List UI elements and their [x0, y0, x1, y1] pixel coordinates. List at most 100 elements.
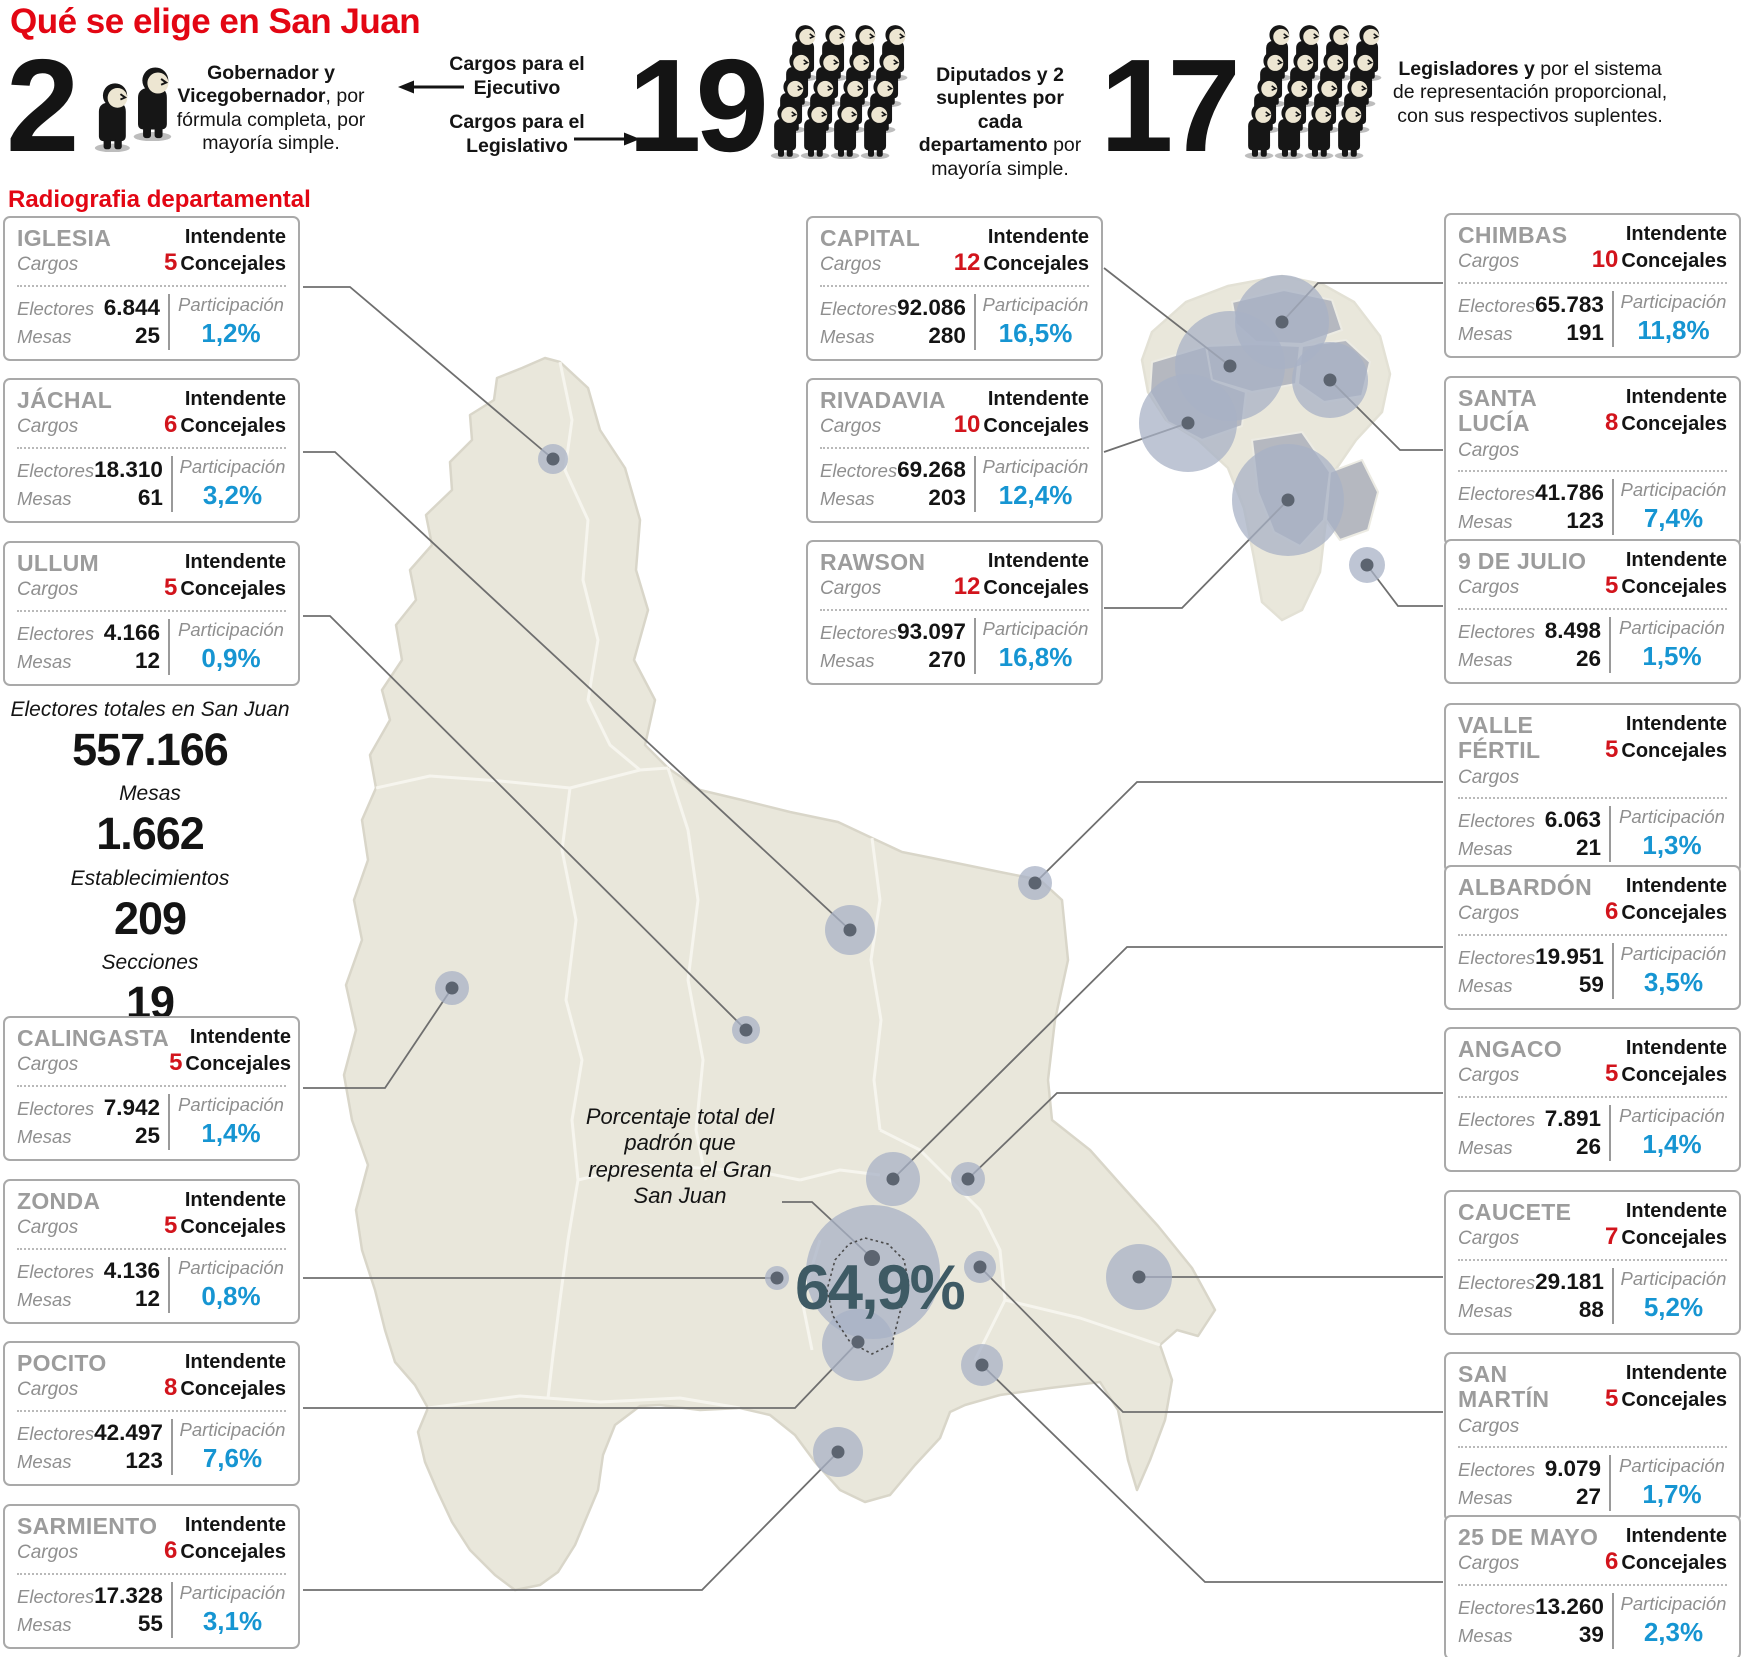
- participacion-value: 0,8%: [201, 1280, 261, 1311]
- cargos-label: Cargos: [820, 416, 882, 438]
- establecimientos-value: 209: [113, 892, 187, 944]
- mesas-label: Mesas: [17, 1125, 72, 1147]
- mesas-value: 27: [1575, 1483, 1601, 1509]
- gran-san-juan-note: Porcentaje total del padrón que represen…: [585, 1104, 775, 1209]
- cargos-label: Cargos: [1458, 1228, 1520, 1250]
- mesas-value: 26: [1575, 1133, 1601, 1159]
- department-card: CAPITAL Cargos Intendente 12 Concejales E…: [806, 216, 1103, 361]
- department-name: 25 DE MAYO: [1458, 1524, 1599, 1550]
- department-name: ANGACO: [1458, 1036, 1563, 1062]
- intendente-label: Intendente: [987, 226, 1089, 248]
- department-card: IGLESIA Cargos Intendente 5 Concejales El…: [3, 216, 300, 361]
- count-legisladores: 17: [1100, 32, 1241, 179]
- mesas-label: Mesas: [1458, 1299, 1513, 1321]
- electores-value: 17.328: [94, 1582, 163, 1608]
- concejales-label: Concejales: [983, 577, 1089, 599]
- electores-value: 6.063: [1544, 806, 1601, 832]
- participacion-label: Participación: [1620, 1267, 1727, 1289]
- concejales-count: 6: [164, 1537, 178, 1564]
- concejales-label: Concejales: [180, 1216, 286, 1238]
- legisladores-crowd-icon: [1244, 24, 1383, 159]
- mesas-label: Mesas: [17, 1613, 72, 1635]
- electores-label: Electores: [17, 1422, 95, 1444]
- electores-value: 4.136: [103, 1257, 160, 1283]
- department-card: CHIMBAS Cargos Intendente 10 Concejales E…: [1444, 213, 1741, 358]
- concejales-count: 6: [164, 411, 178, 438]
- department-name: POCITO: [17, 1350, 107, 1376]
- leader-line-jachal: [303, 451, 851, 931]
- department-card: RAWSON Cargos Intendente 12 Concejales El…: [806, 540, 1103, 685]
- mesas-value: 61: [137, 484, 163, 510]
- concejales-label: Concejales: [1621, 1389, 1727, 1411]
- participacion-value: 11,8%: [1637, 314, 1710, 345]
- participacion-value: 12,4%: [998, 479, 1073, 510]
- department-name: RAWSON: [820, 549, 926, 575]
- cargos-label: Cargos: [17, 1054, 79, 1076]
- concejales-count: 7: [1605, 1223, 1619, 1250]
- participacion-label: Participación: [1620, 290, 1727, 312]
- mesas-value: 55: [137, 1610, 163, 1636]
- leader-line-angaco: [967, 1092, 1443, 1180]
- leader-line-ullum: [303, 615, 747, 1031]
- cargos-label: Cargos: [1458, 903, 1520, 925]
- participacion-value: 1,7%: [1642, 1478, 1702, 1509]
- mesas-value: 59: [1578, 971, 1604, 997]
- mesas-value: 280: [928, 322, 966, 348]
- mesas-label: Mesas: [17, 650, 72, 672]
- concejales-label: Concejales: [1621, 740, 1727, 762]
- cargos-label: Cargos: [1458, 251, 1520, 273]
- establecimientos-label: Establecimientos: [70, 866, 230, 890]
- mesas-label: Mesas: [1458, 974, 1513, 996]
- mesas-label: Mesas: [820, 487, 875, 509]
- participacion-value: 7,4%: [1643, 502, 1704, 533]
- mesas-label: Mesas: [1458, 1486, 1513, 1508]
- diputados-description: Diputados y 2 suplentes por cada departa…: [918, 64, 1082, 180]
- department-card: 25 DE MAYO Cargos Intendente 6 Concejales…: [1444, 1515, 1741, 1657]
- electores-value: 7.942: [103, 1094, 160, 1120]
- cargos-label: Cargos: [1458, 1553, 1520, 1575]
- concejales-count: 5: [164, 1212, 178, 1239]
- participacion-label: Participación: [178, 1093, 284, 1115]
- mesas-label: Mesas: [1458, 322, 1513, 344]
- concejales-label: Concejales: [1621, 576, 1727, 598]
- participacion-value: 16,5%: [998, 317, 1073, 348]
- electores-value: 6.844: [103, 294, 160, 320]
- concejales-count: 5: [169, 1049, 183, 1076]
- cargos-label: Cargos: [17, 1379, 79, 1401]
- participacion-label: Participación: [178, 618, 284, 640]
- section-title: Radiografia departamental: [8, 186, 311, 213]
- participacion-value: 7,6%: [202, 1442, 263, 1473]
- participacion-label: Participación: [982, 455, 1089, 477]
- department-name: SARMIENTO: [17, 1513, 158, 1539]
- participacion-label: Participación: [1619, 805, 1725, 827]
- count-ejecutivo: 2: [6, 32, 79, 179]
- concejales-label: Concejales: [180, 415, 286, 437]
- concejales-count: 6: [1605, 898, 1619, 925]
- department-card: VALLE FÉRTIL Cargos Intendente 5 Concejal…: [1444, 703, 1741, 873]
- electores-label: Electores: [17, 622, 95, 644]
- participacion-value: 3,5%: [1643, 966, 1704, 997]
- gran-san-juan-dotted-outline: [826, 1237, 910, 1355]
- electores-label: Electores: [17, 1585, 95, 1607]
- gobernador-description: Gobernador y Vicegobernador, por fórmula…: [176, 62, 366, 155]
- electores-value: 29.181: [1535, 1268, 1604, 1294]
- intendente-label: Intendente: [1625, 1200, 1727, 1222]
- cargos-ejecutivo-label: Cargos para el Ejecutivo: [449, 53, 585, 100]
- intendente-label: Intendente: [1625, 549, 1727, 571]
- cargos-label: Cargos: [17, 1542, 79, 1564]
- concejales-count: 10: [1591, 246, 1619, 273]
- mesas-label: Mesas: [820, 649, 875, 671]
- concejales-count: 5: [1605, 572, 1619, 599]
- electores-label: Electores: [1458, 1458, 1536, 1480]
- electores-value: 13.260: [1535, 1593, 1604, 1619]
- mesas-value: 191: [1566, 319, 1604, 345]
- cargos-label: Cargos: [820, 578, 882, 600]
- department-card: SANTA LUCÍA Cargos Intendente 8 Concejale…: [1444, 376, 1741, 546]
- intendente-label: Intendente: [1625, 713, 1727, 735]
- participacion-value: 3,1%: [202, 1605, 263, 1636]
- electores-label: Electores: [1458, 620, 1536, 642]
- legisladores-description: Legisladores y por el sistema de represe…: [1392, 58, 1668, 127]
- electores-label: Electores: [1458, 482, 1536, 504]
- mesas-label: Mesas: [1458, 648, 1513, 670]
- concejales-label: Concejales: [1621, 250, 1727, 272]
